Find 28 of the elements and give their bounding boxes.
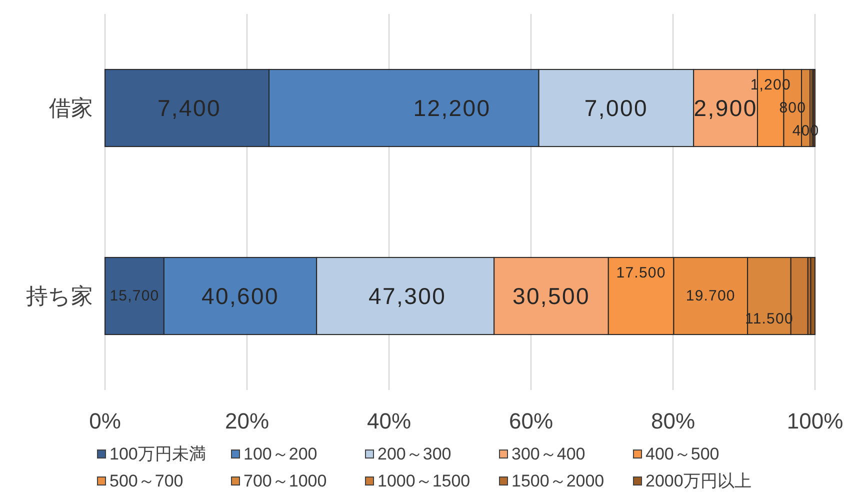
- annotation: 7,400: [157, 95, 222, 121]
- legend-item: 1500～2000: [499, 472, 604, 490]
- annotation: 30,500: [512, 283, 590, 309]
- annotation: 12,200: [413, 95, 491, 121]
- annotation: 17.500: [616, 264, 666, 282]
- annotation: 15,700: [110, 288, 160, 304]
- annotation: 47,300: [368, 283, 446, 309]
- legend-item: 300～400: [499, 444, 586, 464]
- annotation: 19.700: [686, 288, 736, 304]
- legend-item: 700～1000: [231, 472, 327, 490]
- legend-item: 100～200: [231, 444, 318, 464]
- legend-item: 2000万円以上: [633, 472, 752, 490]
- x-tick-label: 100%: [786, 408, 844, 434]
- annotation: 7,000: [584, 95, 648, 121]
- annotation: 40,600: [201, 283, 280, 309]
- legend-item: 1000～1500: [365, 472, 470, 490]
- y-tick-label: 借家: [49, 96, 93, 120]
- x-tick-label: 80%: [650, 408, 696, 434]
- legend-item: 200～300: [365, 444, 452, 464]
- x-tick-label: 0%: [89, 408, 121, 434]
- x-tick-label: 20%: [224, 408, 270, 434]
- x-tick-label: 40%: [366, 408, 412, 434]
- annotation: 2,900: [694, 95, 758, 121]
- y-tick-label: 持ち家: [26, 284, 93, 308]
- legend-item: 400～500: [633, 444, 720, 464]
- x-tick-label: 60%: [508, 408, 554, 434]
- legend-item: 500～700: [97, 472, 184, 490]
- legend-item: 100万円未満: [97, 444, 206, 464]
